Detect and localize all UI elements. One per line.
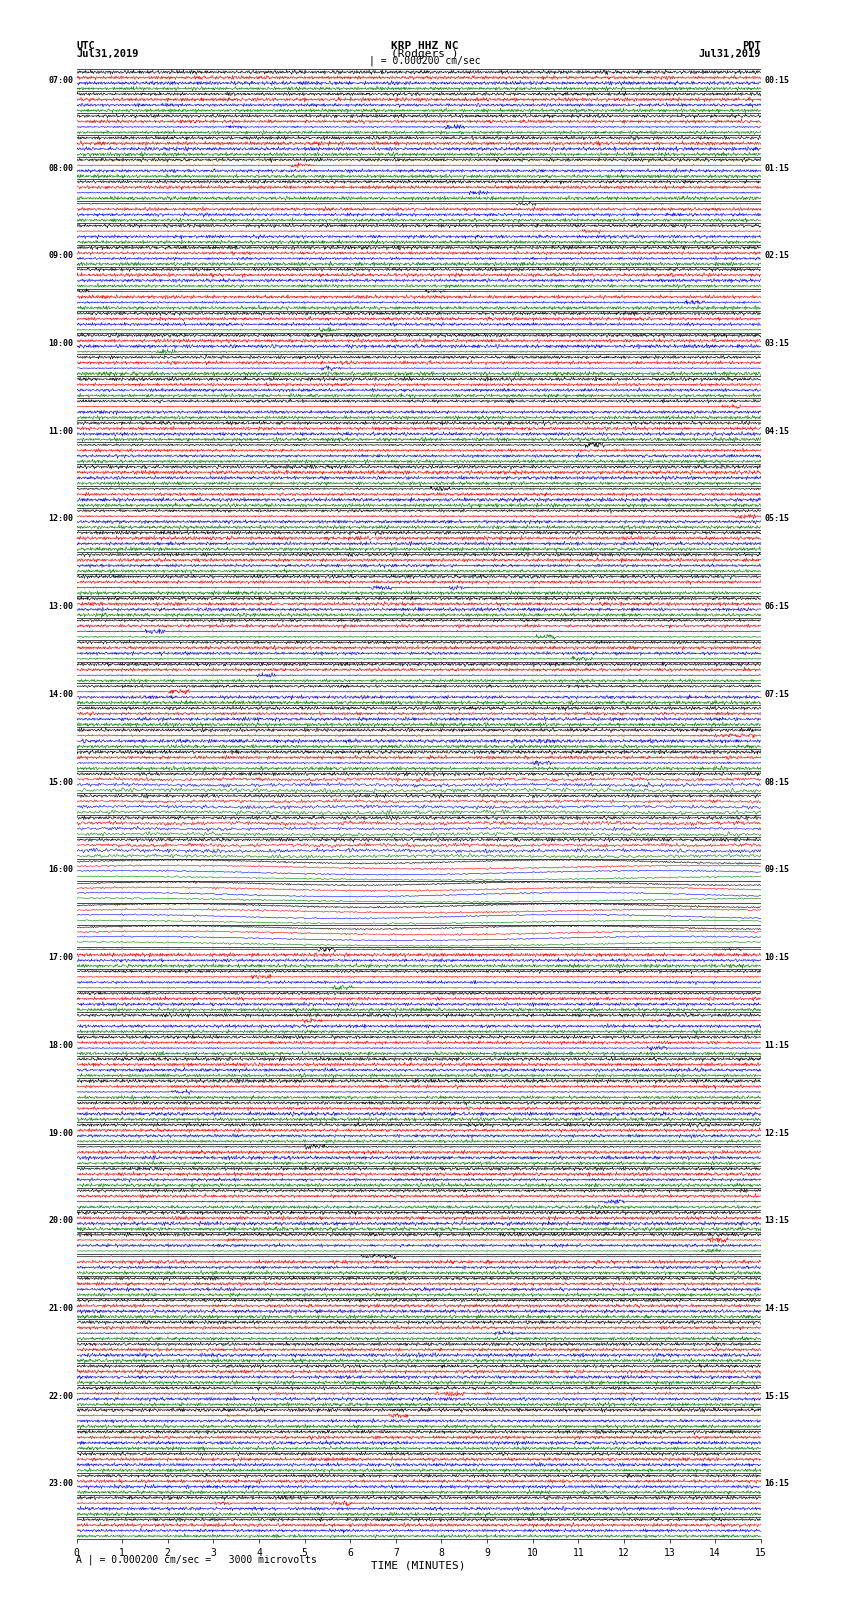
Text: 15:15: 15:15 bbox=[764, 1392, 789, 1400]
Text: | = 0.000200 cm/sec: | = 0.000200 cm/sec bbox=[369, 55, 481, 66]
Text: 18:00: 18:00 bbox=[48, 1040, 73, 1050]
Text: 17:00: 17:00 bbox=[48, 953, 73, 961]
Text: 02:15: 02:15 bbox=[764, 252, 789, 260]
Text: 08:00: 08:00 bbox=[48, 163, 73, 173]
Text: 04:15: 04:15 bbox=[764, 427, 789, 436]
Text: 09:00: 09:00 bbox=[48, 252, 73, 260]
Text: 11:15: 11:15 bbox=[764, 1040, 789, 1050]
Text: 03:15: 03:15 bbox=[764, 339, 789, 348]
Text: PDT: PDT bbox=[742, 40, 761, 50]
Text: 22:00: 22:00 bbox=[48, 1392, 73, 1400]
Text: 14:00: 14:00 bbox=[48, 690, 73, 698]
Text: 13:15: 13:15 bbox=[764, 1216, 789, 1226]
Text: 14:15: 14:15 bbox=[764, 1303, 789, 1313]
Text: 23:00: 23:00 bbox=[48, 1479, 73, 1489]
Text: 10:15: 10:15 bbox=[764, 953, 789, 961]
Text: (Rodgers ): (Rodgers ) bbox=[391, 48, 459, 58]
Text: 10:00: 10:00 bbox=[48, 339, 73, 348]
Text: Jul31,2019: Jul31,2019 bbox=[698, 48, 761, 58]
Text: 05:15: 05:15 bbox=[764, 515, 789, 524]
Text: 19:00: 19:00 bbox=[48, 1129, 73, 1137]
Text: 12:00: 12:00 bbox=[48, 515, 73, 524]
Text: 21:00: 21:00 bbox=[48, 1303, 73, 1313]
Text: KRP HHZ NC: KRP HHZ NC bbox=[391, 40, 459, 50]
Text: 07:15: 07:15 bbox=[764, 690, 789, 698]
Text: 20:00: 20:00 bbox=[48, 1216, 73, 1226]
Text: 06:15: 06:15 bbox=[764, 602, 789, 611]
Text: 07:00: 07:00 bbox=[48, 76, 73, 85]
X-axis label: TIME (MINUTES): TIME (MINUTES) bbox=[371, 1561, 466, 1571]
Text: 15:00: 15:00 bbox=[48, 777, 73, 787]
Text: UTC: UTC bbox=[76, 40, 95, 50]
Text: Jul31,2019: Jul31,2019 bbox=[76, 48, 139, 58]
Text: 12:15: 12:15 bbox=[764, 1129, 789, 1137]
Text: 13:00: 13:00 bbox=[48, 602, 73, 611]
Text: 09:15: 09:15 bbox=[764, 866, 789, 874]
Text: 00:15: 00:15 bbox=[764, 76, 789, 85]
Text: 11:00: 11:00 bbox=[48, 427, 73, 436]
Text: 16:15: 16:15 bbox=[764, 1479, 789, 1489]
Text: A | = 0.000200 cm/sec =   3000 microvolts: A | = 0.000200 cm/sec = 3000 microvolts bbox=[76, 1553, 317, 1565]
Text: 16:00: 16:00 bbox=[48, 866, 73, 874]
Text: 01:15: 01:15 bbox=[764, 163, 789, 173]
Text: 08:15: 08:15 bbox=[764, 777, 789, 787]
